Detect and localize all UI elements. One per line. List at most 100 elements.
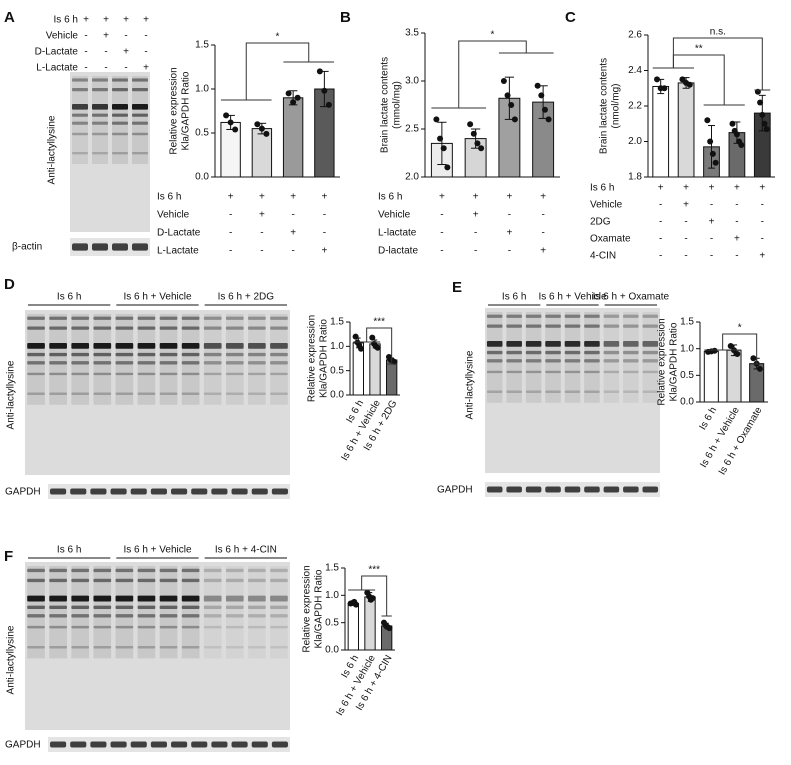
data-point — [750, 355, 757, 362]
blot-image — [485, 308, 660, 473]
blot-band — [203, 625, 222, 629]
condition-mark: - — [260, 246, 263, 257]
condition-mark: + — [658, 183, 664, 194]
blot-band — [270, 343, 288, 349]
data-point — [733, 131, 740, 138]
condition-mark: + — [290, 192, 296, 203]
blot-band — [623, 350, 639, 355]
blot-band — [486, 359, 503, 363]
blot-band — [248, 326, 266, 330]
blot-band — [159, 392, 178, 395]
blot-band — [70, 488, 87, 495]
data-point — [316, 68, 323, 75]
blot-band — [93, 614, 112, 618]
blot-band — [506, 350, 522, 355]
blot-band — [93, 392, 112, 395]
condition-mark: + — [734, 183, 740, 194]
blot-band — [71, 625, 90, 629]
blot-band — [564, 359, 581, 363]
blot-band — [270, 614, 288, 618]
data-point — [756, 365, 763, 372]
blot-band — [27, 605, 45, 610]
y-axis-label: Relative expression — [302, 565, 313, 652]
condition-mark: + — [259, 192, 265, 203]
bar — [726, 349, 742, 403]
loading-label: GAPDH — [5, 740, 41, 751]
blot-band — [486, 486, 503, 493]
blot-smear — [225, 566, 244, 659]
condition-mark: - — [229, 228, 232, 239]
blot-band — [203, 578, 222, 583]
y-tick-label: 1.0 — [680, 343, 694, 354]
blot-band — [132, 121, 148, 125]
blot-band — [248, 614, 266, 618]
group-label: Is 6 h + Vehicle — [538, 292, 607, 303]
blot-background — [25, 562, 290, 730]
blot-band — [270, 326, 288, 330]
blot-band — [137, 605, 156, 610]
blot-band — [271, 488, 288, 495]
panel-letter: C — [565, 9, 576, 26]
blot-band — [545, 359, 561, 363]
blot-band — [203, 343, 222, 349]
condition-label: Is 6 h — [157, 192, 181, 203]
blot-band — [603, 486, 620, 493]
bracket — [245, 42, 310, 100]
blot-band — [181, 326, 200, 330]
data-point — [538, 92, 545, 99]
blot-band — [623, 314, 639, 318]
blot-band — [642, 341, 659, 347]
data-point — [386, 625, 393, 632]
y-tick-label: 0.5 — [680, 370, 694, 381]
blot-background — [70, 238, 150, 256]
data-point — [729, 120, 736, 127]
condition-mark: - — [84, 63, 87, 74]
blot-band — [159, 361, 178, 365]
blot-band — [137, 352, 156, 357]
blot-band — [525, 359, 542, 363]
blot-smear — [159, 314, 178, 405]
blot-smear — [603, 312, 620, 403]
loading-label: β-actin — [12, 242, 42, 253]
blot-smear — [545, 312, 561, 403]
condition-mark: - — [474, 246, 477, 257]
blot-band — [71, 343, 90, 349]
blot-band — [132, 152, 148, 155]
blot-band — [603, 341, 620, 347]
blot-band — [92, 121, 108, 125]
blot-band — [270, 646, 288, 649]
blot-band — [642, 390, 659, 393]
blot-band — [130, 741, 147, 748]
blot-band — [49, 625, 67, 629]
data-point — [511, 116, 518, 123]
condition-mark: + — [506, 228, 512, 239]
blot-band — [27, 326, 45, 330]
data-point — [508, 102, 515, 108]
blot-band — [270, 595, 288, 602]
blot-band — [231, 741, 248, 748]
condition-mark: + — [321, 192, 327, 203]
y-axis-label: Kla/GAPDH Ratio — [181, 71, 192, 150]
blot-band — [132, 88, 148, 92]
blot-band — [248, 361, 266, 365]
blot-band — [623, 390, 639, 393]
blot-band — [93, 578, 112, 583]
significance-label: * — [276, 32, 280, 43]
blot-band — [137, 361, 156, 365]
blot-band — [112, 88, 128, 92]
blot-band — [71, 352, 90, 357]
blot-band — [248, 392, 266, 395]
blot-band — [545, 370, 561, 374]
blot-band — [49, 614, 67, 618]
blot-band — [545, 486, 561, 493]
condition-mark: - — [474, 228, 477, 239]
blot-smear — [49, 314, 67, 405]
blot-smear — [49, 566, 67, 659]
condition-mark: + — [143, 15, 149, 26]
condition-mark: + — [709, 217, 715, 228]
blot-band — [72, 88, 88, 92]
condition-mark: - — [684, 217, 687, 228]
data-point — [352, 333, 359, 340]
blot-band — [191, 741, 208, 748]
group-label: Is 6 h + 4-CIN — [215, 545, 277, 556]
